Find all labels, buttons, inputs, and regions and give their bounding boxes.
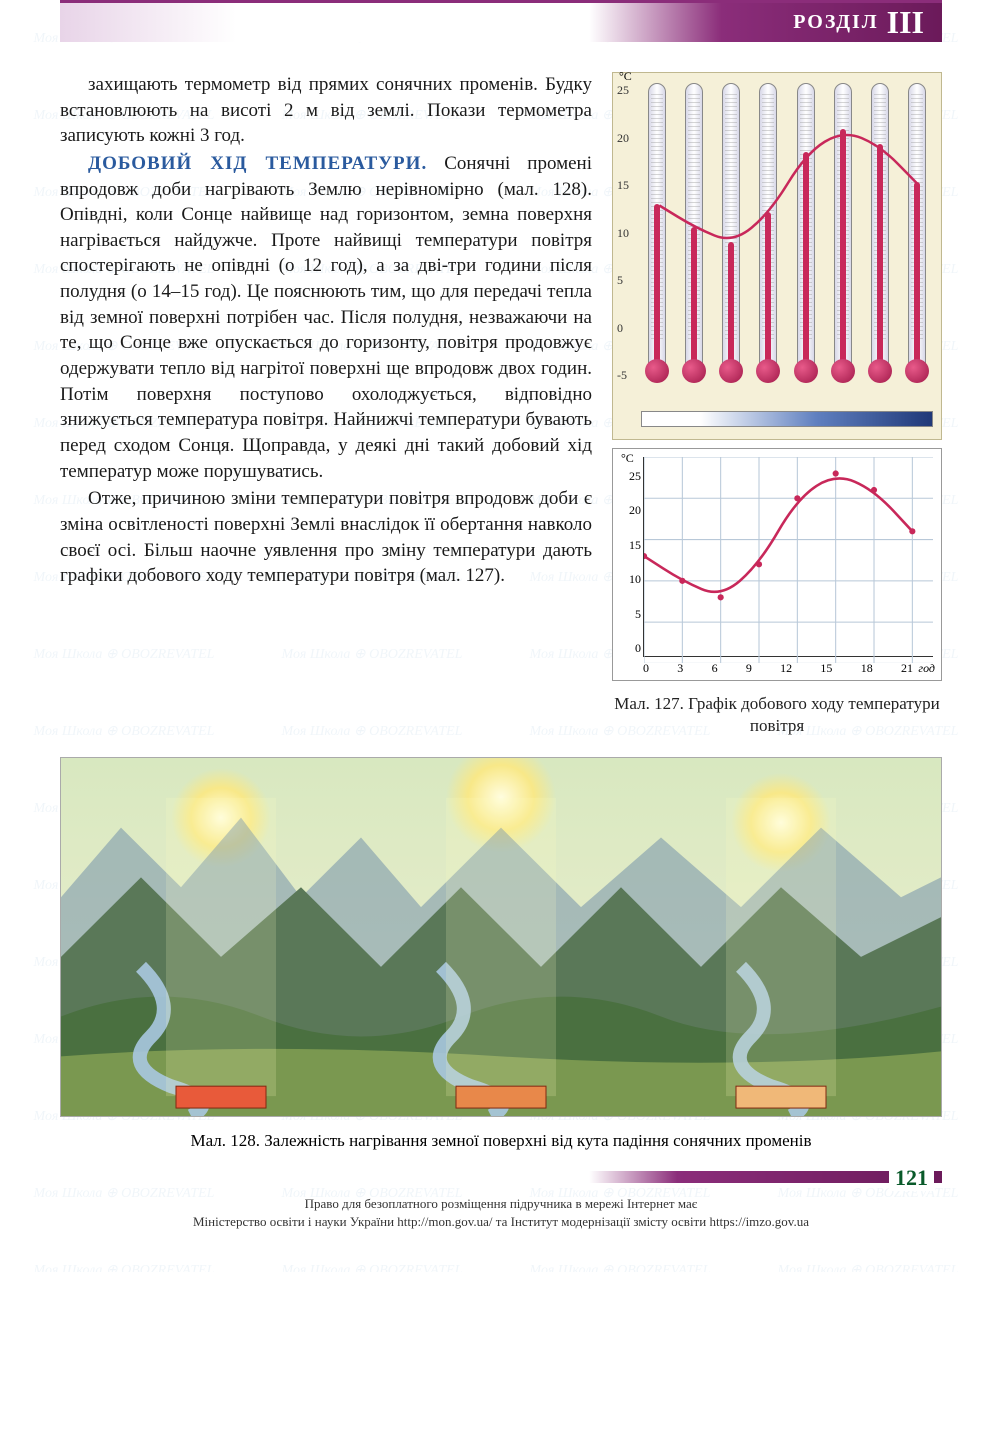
chart-y-axis: 0510152025 — [617, 469, 641, 656]
main-columns: захищають термометр від прямих сонячних … — [60, 72, 942, 737]
paragraph-1: захищають термометр від прямих сонячних … — [60, 72, 592, 149]
chart-area: год — [643, 457, 933, 657]
thermometer — [641, 83, 673, 403]
section-heading: ДОБОВИЙ ХІД ТЕМПЕРАТУРИ. — [88, 153, 427, 174]
thermometer — [752, 83, 784, 403]
figure-128-caption: Мал. 128. Залежність нагрівання земної п… — [60, 1131, 942, 1151]
page: РОЗДІЛ ІІІ захищають термометр від прями… — [0, 0, 992, 1272]
thermometer — [715, 83, 747, 403]
paragraph-2: ДОБОВИЙ ХІД ТЕМПЕРАТУРИ. Сонячні промені… — [60, 151, 592, 484]
page-footer: 121 — [60, 1171, 942, 1183]
thermometer — [901, 83, 933, 403]
chart-svg — [644, 457, 933, 663]
header-roman: ІІІ — [887, 4, 924, 41]
chart-x-unit: год — [918, 661, 935, 676]
thermometer — [864, 83, 896, 403]
thermometer — [678, 83, 710, 403]
header-label: РОЗДІЛ — [793, 11, 878, 34]
copyright-line-1: Право для безоплатного розміщення підруч… — [60, 1195, 942, 1213]
figure-column: °С 2520151050-5 °С 0510152025 год 036912… — [612, 72, 942, 737]
text-column: захищають термометр від прямих сонячних … — [60, 72, 592, 591]
paragraph-2-body: Сонячні промені впродовж доби нагрівають… — [60, 153, 592, 482]
figure-127-caption: Мал. 127. Графік добового ходу температу… — [612, 693, 942, 737]
gradient-bar — [641, 411, 933, 427]
thermo-scale: 2520151050-5 — [617, 83, 629, 383]
thermometer — [827, 83, 859, 403]
thermo-unit: °С — [619, 69, 632, 84]
thermometer — [790, 83, 822, 403]
landscape-figure — [60, 757, 942, 1117]
copyright: Право для безоплатного розміщення підруч… — [60, 1195, 942, 1231]
page-number: 121 — [889, 1165, 934, 1191]
line-chart: °С 0510152025 год 036912151821 — [612, 448, 942, 681]
footer-bar — [60, 1171, 942, 1183]
copyright-line-2: Міністерство освіти і науки України http… — [60, 1213, 942, 1231]
thermometer-row — [641, 83, 933, 403]
paragraph-3: Отже, причиною зміни температури повітря… — [60, 486, 592, 589]
thermometer-panel: °С 2520151050-5 — [612, 72, 942, 440]
chart-unit: °С — [621, 451, 634, 466]
landscape-svg — [61, 758, 941, 1116]
section-header: РОЗДІЛ ІІІ — [60, 0, 942, 42]
